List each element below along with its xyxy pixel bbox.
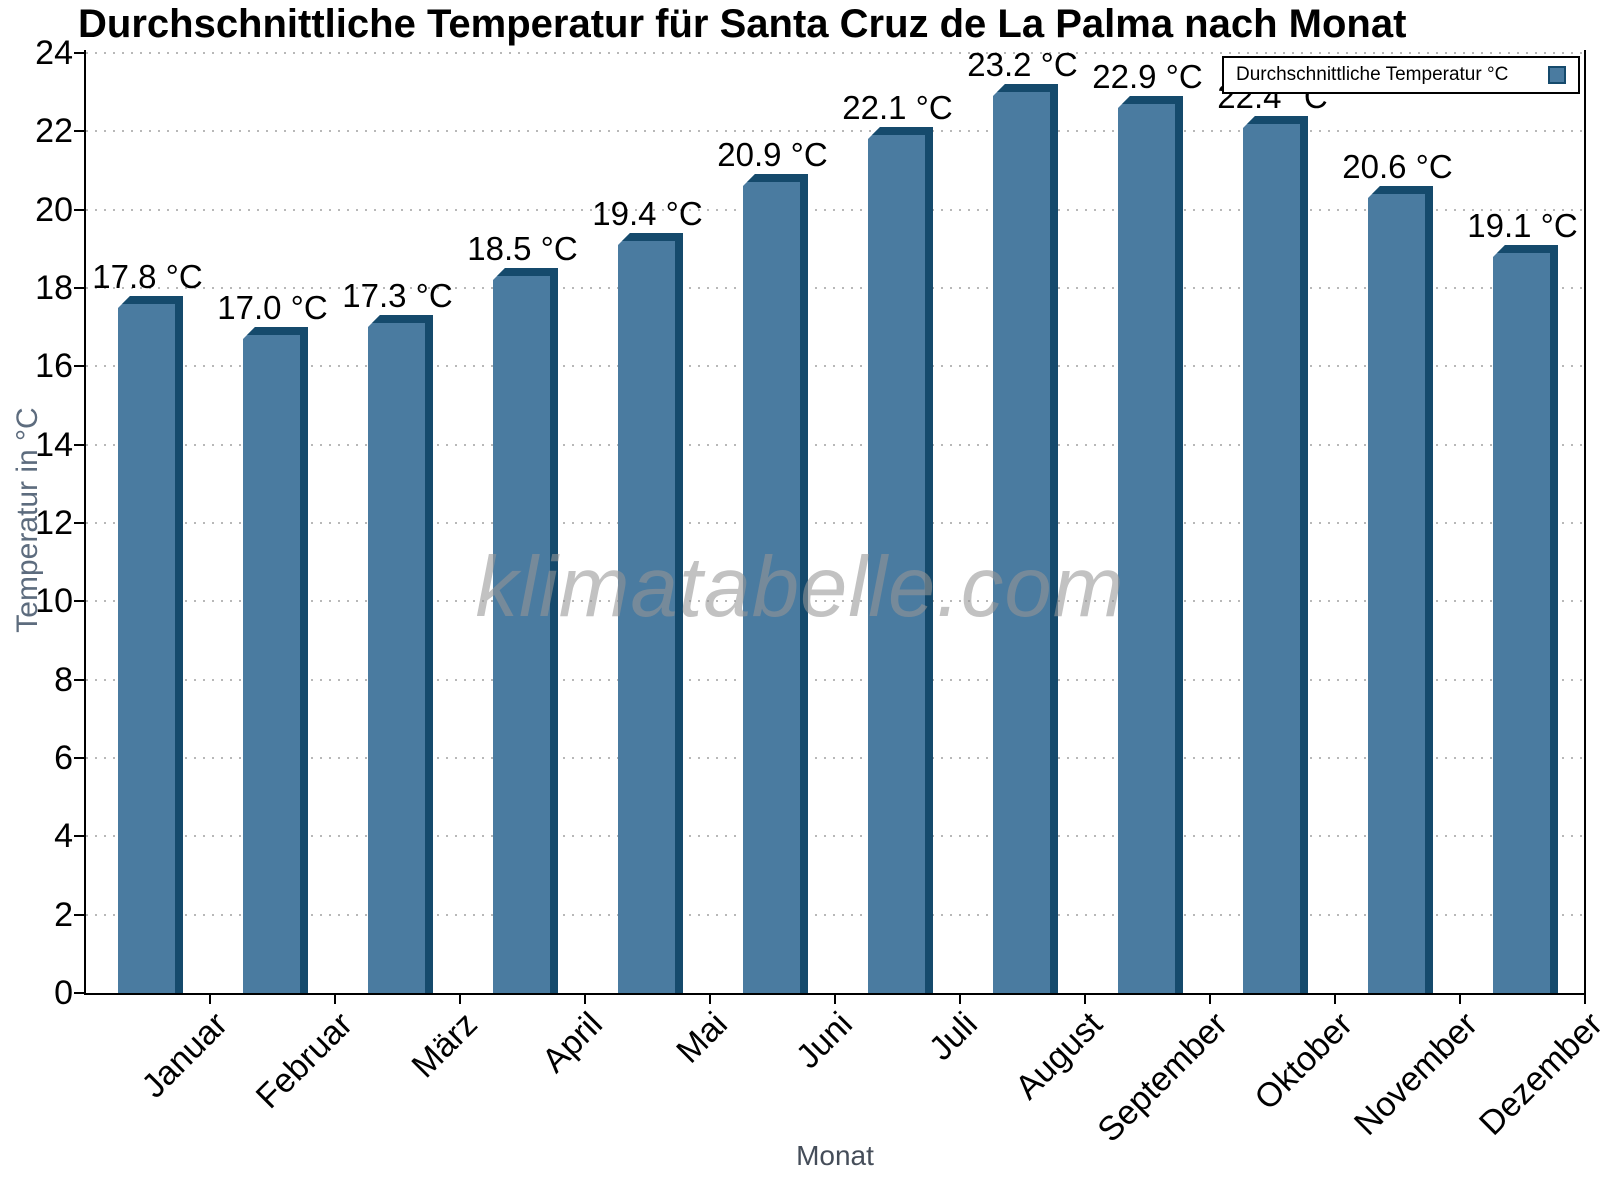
- y-tick-mark: [74, 522, 85, 524]
- x-tick-mark: [1209, 994, 1211, 1004]
- x-tick-mark: [209, 994, 211, 1004]
- bar: [118, 296, 183, 993]
- right-border-line: [1584, 50, 1586, 995]
- y-tick-label: 4: [54, 817, 73, 856]
- gridline: [86, 913, 1584, 916]
- bar-value-label: 22.1 °C: [842, 89, 953, 126]
- x-tick-mark: [1334, 994, 1336, 1004]
- gridline: [86, 600, 1584, 603]
- bar: [618, 233, 683, 993]
- y-tick-mark: [74, 365, 85, 368]
- gridline: [86, 130, 1584, 133]
- bar: [1243, 116, 1308, 993]
- gridline: [86, 287, 1584, 289]
- bar: [993, 84, 1058, 993]
- gridline: [86, 522, 1584, 524]
- y-tick-mark: [74, 287, 85, 289]
- bar-value-label: 17.8 °C: [92, 258, 203, 295]
- bar-value-label: 19.4 °C: [592, 195, 703, 232]
- y-tick-label: 18: [35, 269, 73, 307]
- gridline: [86, 835, 1584, 838]
- y-tick-label: 6: [54, 739, 73, 777]
- y-tick-mark: [74, 992, 85, 994]
- bar-value-label: 23.2 °C: [967, 46, 1078, 83]
- x-axis-line: [84, 993, 1586, 995]
- gridline: [86, 757, 1584, 759]
- y-tick-mark: [74, 130, 85, 133]
- y-tick-label: 0: [54, 974, 73, 1012]
- gridline: [86, 365, 1584, 368]
- y-tick-label: 24: [35, 34, 73, 72]
- x-tick-mark: [459, 994, 461, 1004]
- bar-value-label: 17.3 °C: [342, 277, 453, 314]
- bar: [493, 268, 558, 993]
- bar-value-label: 20.9 °C: [717, 136, 828, 173]
- bar-value-label: 20.6 °C: [1342, 148, 1453, 185]
- x-tick-mark: [584, 994, 586, 1004]
- bar-value-label: 22.9 °C: [1092, 58, 1203, 95]
- bar-value-label: 19.1 °C: [1467, 207, 1578, 244]
- x-tick-mark: [334, 994, 336, 1004]
- y-tick-mark: [74, 208, 85, 211]
- x-tick-mark: [1584, 994, 1586, 1004]
- bar: [368, 315, 433, 993]
- y-tick-label: 10: [35, 582, 73, 621]
- x-tick-mark: [834, 994, 836, 1004]
- bar: [743, 174, 808, 993]
- y-tick-label: 16: [35, 347, 73, 386]
- y-tick-mark: [74, 835, 85, 838]
- gridline: [86, 678, 1584, 681]
- y-tick-mark: [74, 600, 85, 603]
- y-tick-mark: [74, 678, 85, 681]
- y-tick-mark: [74, 443, 85, 446]
- legend-swatch: [1548, 66, 1566, 84]
- bar-value-label: 17.0 °C: [217, 289, 328, 326]
- y-tick-label: 12: [35, 504, 73, 542]
- y-tick-mark: [74, 52, 85, 54]
- legend-label: Durchschnittliche Temperatur °C: [1236, 64, 1509, 85]
- y-axis-line: [84, 50, 86, 995]
- bar: [1493, 245, 1558, 993]
- bar: [868, 127, 933, 993]
- bar-value-label: 18.5 °C: [467, 230, 578, 267]
- y-tick-label: 8: [54, 660, 73, 699]
- bar: [243, 327, 308, 993]
- y-tick-label: 14: [35, 425, 73, 464]
- x-axis-title: Monat: [796, 1140, 874, 1171]
- y-tick-mark: [74, 757, 85, 759]
- x-tick-mark: [1084, 994, 1086, 1004]
- x-tick-mark: [709, 994, 711, 1004]
- y-tick-label: 20: [35, 190, 73, 229]
- x-tick-mark: [959, 994, 961, 1004]
- x-tick-mark: [1459, 994, 1461, 1004]
- bar: [1118, 96, 1183, 993]
- legend: Durchschnittliche Temperatur °C: [1222, 56, 1580, 94]
- gridline: [86, 443, 1584, 446]
- y-tick-label: 22: [35, 112, 73, 151]
- y-tick-mark: [74, 913, 85, 916]
- gridline: [86, 52, 1584, 54]
- gridline: [86, 208, 1584, 211]
- bar: [1368, 186, 1433, 993]
- y-tick-label: 2: [54, 895, 73, 934]
- watermark: klimatabelle.com: [475, 540, 1125, 635]
- chart-title: Durchschnittliche Temperatur für Santa C…: [78, 2, 1407, 46]
